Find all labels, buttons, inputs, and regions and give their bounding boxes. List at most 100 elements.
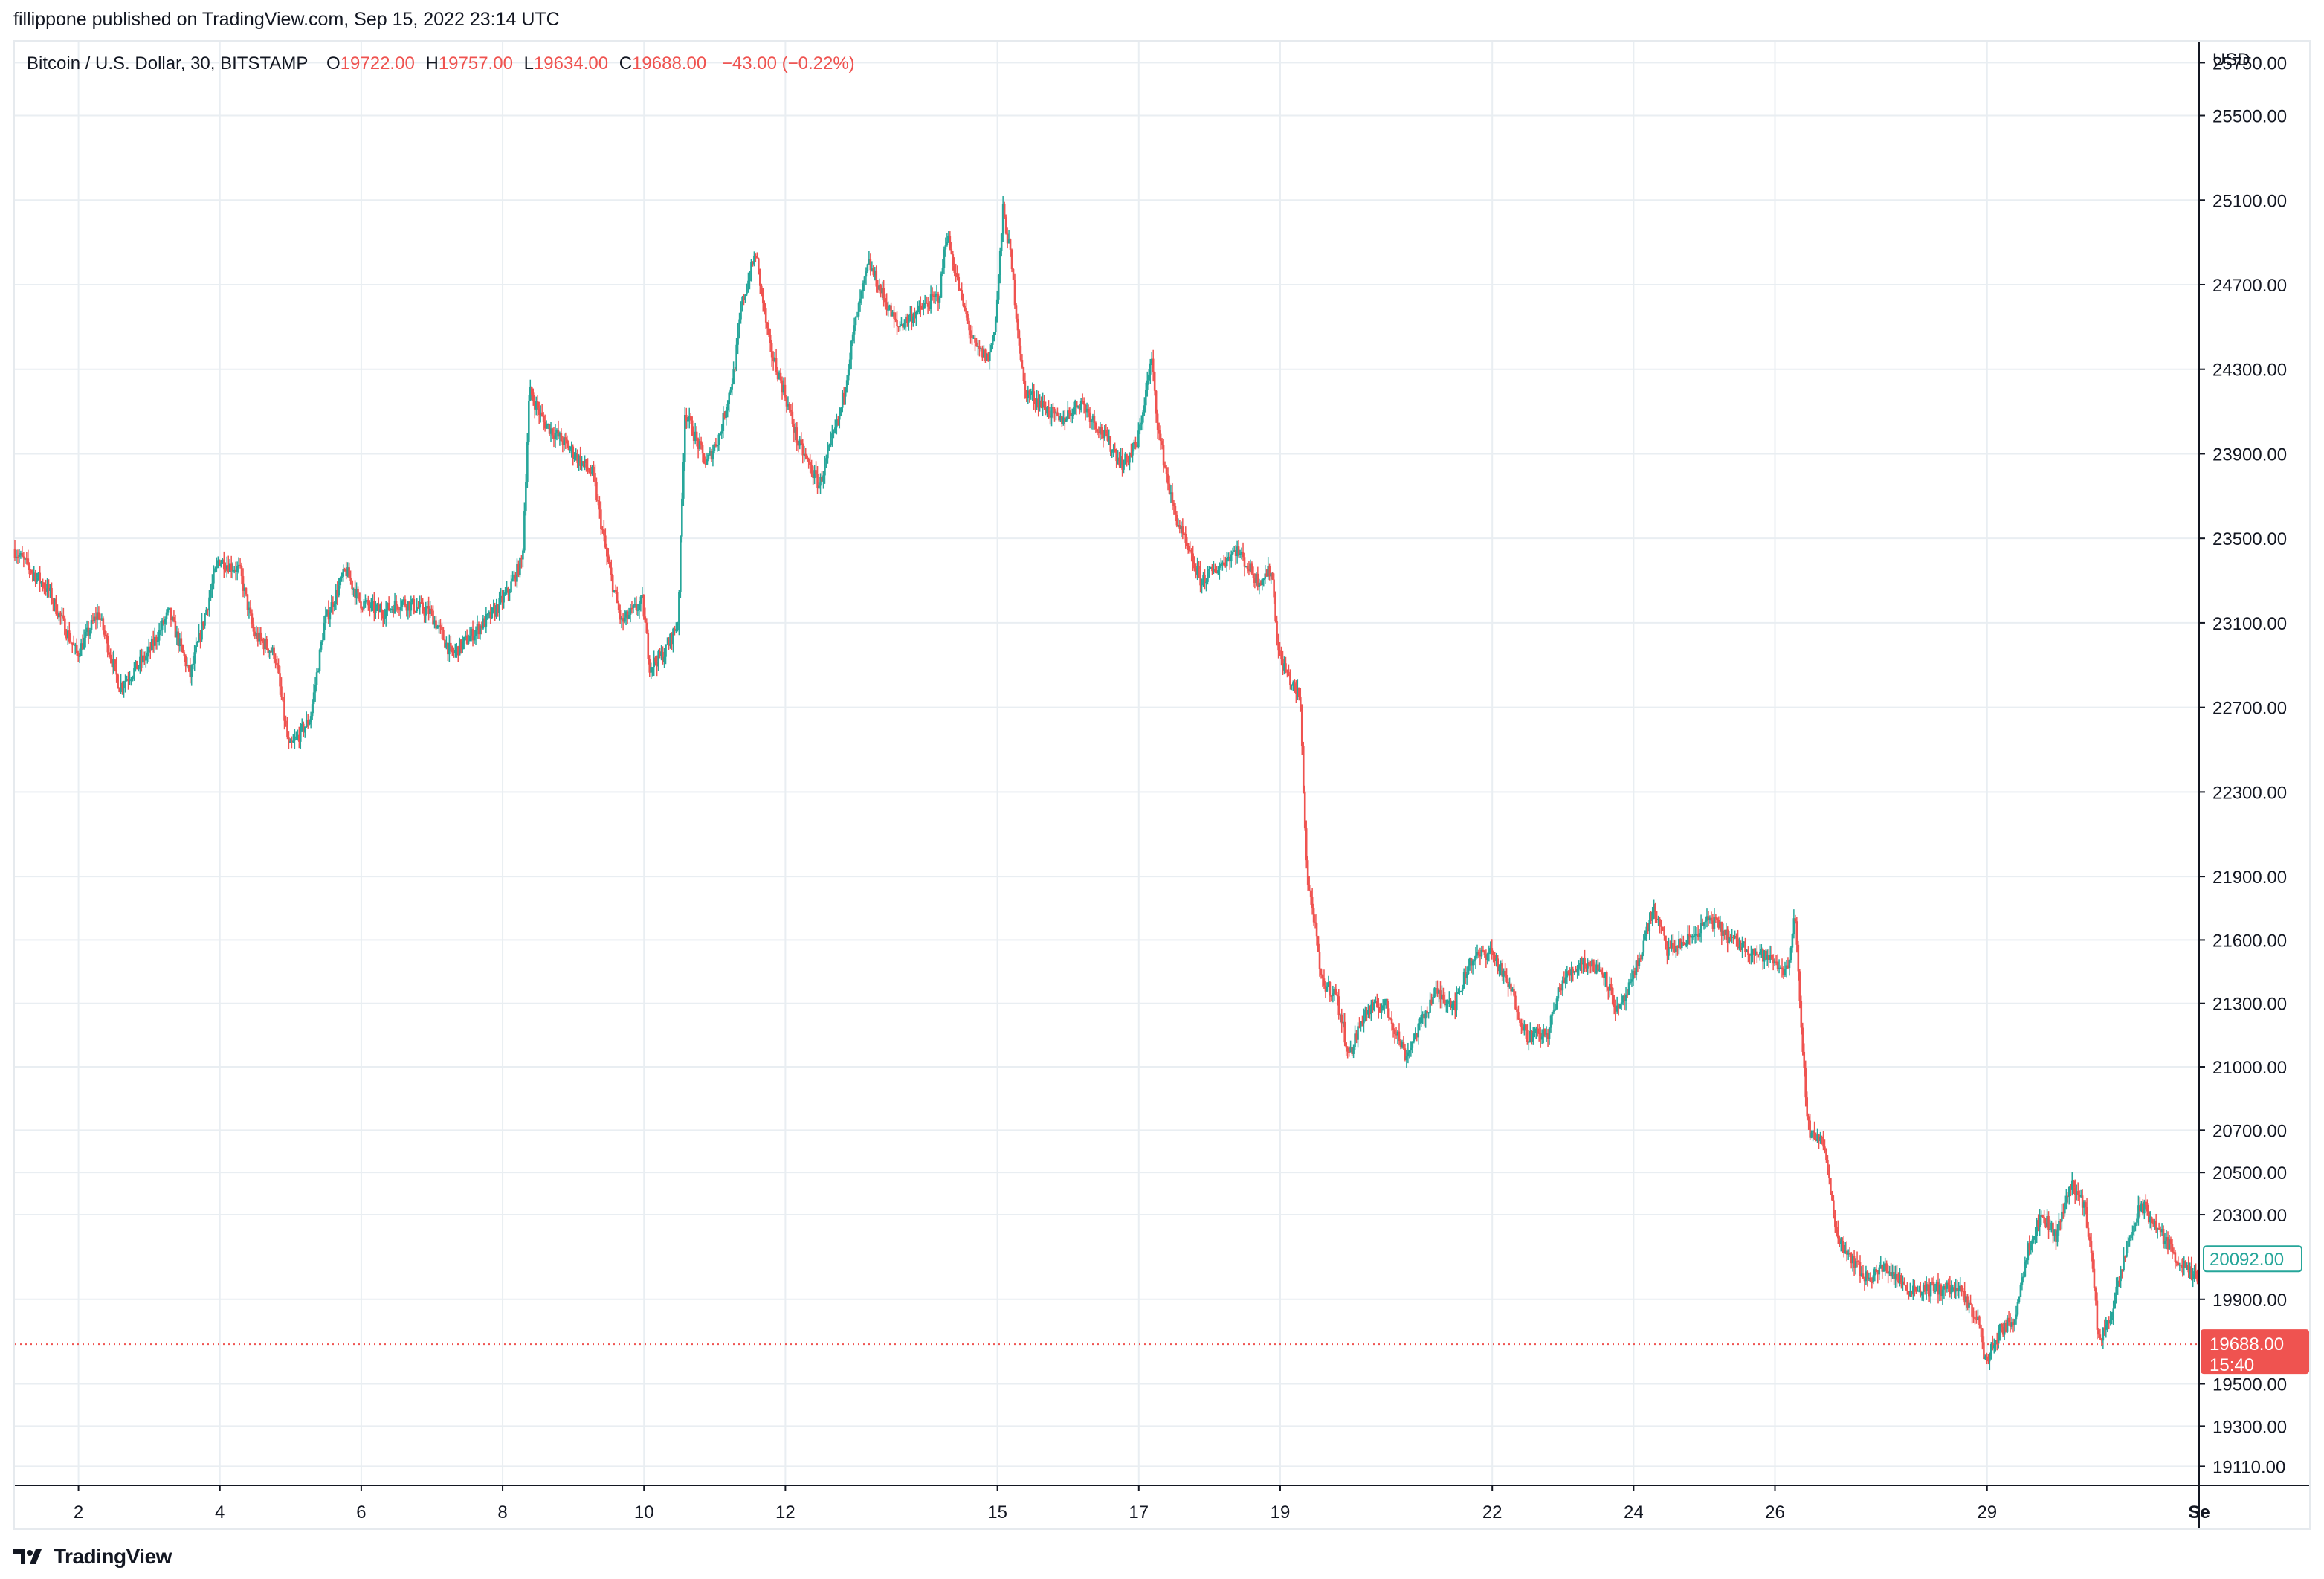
candle xyxy=(1878,1262,1881,1281)
candle xyxy=(1738,937,1740,951)
candle xyxy=(31,569,34,582)
candle xyxy=(1611,987,1614,1006)
candle xyxy=(433,616,436,629)
tradingview-brand[interactable]: TradingView xyxy=(13,1545,172,1569)
candle xyxy=(1971,1303,1973,1324)
candle xyxy=(723,411,726,420)
candle xyxy=(58,610,60,622)
candle xyxy=(1740,940,1742,952)
candle xyxy=(1920,1291,1923,1301)
candle xyxy=(161,617,164,636)
candle xyxy=(1240,547,1243,560)
candle xyxy=(2168,1234,2171,1250)
candle xyxy=(2137,1195,2140,1226)
candle xyxy=(423,607,425,623)
candle xyxy=(1147,369,1150,385)
candle xyxy=(1561,976,1564,997)
candle xyxy=(1306,856,1309,891)
time-tick-label: 2 xyxy=(74,1502,83,1523)
chart-frame xyxy=(13,40,2311,1530)
candle xyxy=(474,626,477,645)
candle xyxy=(52,598,54,612)
candle xyxy=(303,726,306,738)
candle xyxy=(1960,1285,1963,1297)
candle xyxy=(292,734,294,743)
candle xyxy=(529,379,532,401)
candle xyxy=(1261,578,1264,591)
candle xyxy=(429,601,431,619)
price-scale[interactable]: 25750.0025500.0025100.0024700.0024300.00… xyxy=(2199,54,2287,1477)
time-scale[interactable]: 2 4 6 8 10 12 15 17 19 22 24 26 29 Se xyxy=(74,1485,2210,1523)
candle xyxy=(48,579,50,598)
candle xyxy=(1769,945,1772,963)
symbol-description[interactable]: Bitcoin / U.S. Dollar, 30, BITSTAMP xyxy=(27,54,309,74)
candle xyxy=(240,562,243,585)
candle xyxy=(1474,946,1477,969)
candle xyxy=(1636,954,1639,973)
candle xyxy=(2120,1265,2122,1288)
time-tick-label: Se xyxy=(2188,1502,2210,1523)
candle xyxy=(1962,1288,1964,1301)
candle xyxy=(479,624,482,640)
candle xyxy=(1747,946,1749,963)
candle xyxy=(1905,1285,1907,1291)
candle xyxy=(897,326,900,332)
candle xyxy=(650,662,653,679)
candle xyxy=(306,714,309,729)
candle xyxy=(1370,999,1372,1021)
candle xyxy=(1471,959,1474,975)
candle xyxy=(133,662,135,681)
candle xyxy=(578,454,580,471)
candle xyxy=(1492,950,1495,963)
candle xyxy=(1207,566,1209,585)
candle xyxy=(153,627,156,653)
candle xyxy=(152,630,155,653)
candle xyxy=(94,607,97,630)
candle xyxy=(1193,556,1195,572)
candle xyxy=(1464,966,1467,984)
candle xyxy=(2134,1222,2137,1232)
candle xyxy=(950,242,953,255)
candle xyxy=(1711,914,1714,932)
candle xyxy=(656,655,658,677)
candle xyxy=(1987,1354,1989,1365)
price-tick-label: 21600.00 xyxy=(2212,931,2287,951)
candle xyxy=(1363,1008,1365,1033)
candle xyxy=(1090,418,1093,430)
candle xyxy=(1366,1007,1368,1021)
candle xyxy=(87,621,90,645)
candle xyxy=(1659,916,1661,934)
candle xyxy=(167,607,170,616)
candle xyxy=(1759,944,1761,961)
candle xyxy=(878,278,881,291)
time-tick-label: 12 xyxy=(775,1502,795,1523)
candle xyxy=(1955,1278,1957,1299)
candle xyxy=(323,616,326,641)
candle xyxy=(270,647,272,653)
candle xyxy=(245,587,248,597)
candle xyxy=(902,323,904,331)
candle xyxy=(1448,991,1450,1007)
candle xyxy=(1462,968,1465,989)
candle xyxy=(369,600,371,617)
candle xyxy=(1327,975,1330,987)
candle xyxy=(1392,1022,1395,1038)
candle xyxy=(900,317,903,326)
candle xyxy=(74,642,77,655)
candle xyxy=(39,566,41,592)
candle xyxy=(273,645,275,664)
candle xyxy=(495,598,498,620)
candle xyxy=(24,557,27,564)
candle xyxy=(885,293,888,316)
candle xyxy=(1537,1024,1540,1042)
candle xyxy=(286,717,288,740)
candle xyxy=(28,562,31,578)
candle xyxy=(276,655,278,670)
candle xyxy=(1819,1131,1821,1144)
candle xyxy=(1166,467,1169,491)
candle xyxy=(726,400,729,418)
candle xyxy=(2079,1189,2082,1198)
candle xyxy=(813,465,816,485)
candle xyxy=(503,590,505,609)
